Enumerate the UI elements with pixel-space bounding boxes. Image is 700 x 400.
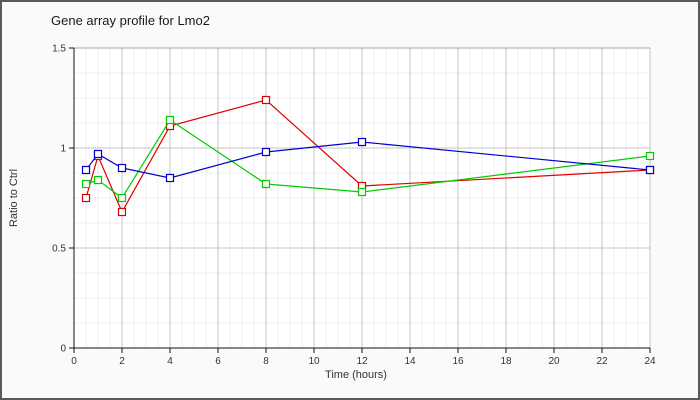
axis-ticks [69,47,651,353]
x-tick-label: 4 [167,356,173,367]
x-tick-label: 22 [596,356,608,367]
series-red-marker [81,193,91,203]
series-green-marker [93,175,103,185]
series-blue [81,137,655,183]
data-series [81,95,655,217]
series-green-marker [117,193,127,203]
x-tick-label: 0 [71,356,77,367]
y-tick-label: 0.5 [52,244,66,255]
series-green-marker [81,179,91,189]
y-tick-label: 1 [60,144,66,155]
x-tick-label: 2 [119,356,125,367]
series-blue-marker [261,147,271,157]
x-tick-label: 10 [308,356,320,367]
series-blue-marker [93,149,103,159]
x-axis-label: Time (hours) [325,369,387,381]
x-tick-label: 16 [452,356,464,367]
series-green-marker [261,179,271,189]
y-tick-label: 1.5 [52,44,66,55]
y-tick-label: 0 [60,344,66,355]
gridlines-major [74,47,651,348]
series-blue-marker [117,163,127,173]
series-blue-marker [165,173,175,183]
x-tick-label: 18 [500,356,512,367]
x-tick-label: 8 [263,356,269,367]
x-tick-label: 24 [644,356,656,367]
series-red-marker [261,95,271,105]
series-green [81,115,655,203]
series-blue-marker [645,165,655,175]
series-blue-marker [81,165,91,175]
chart-title: Gene array profile for Lmo2 [51,13,210,28]
series-green-marker [357,187,367,197]
x-tick-label: 6 [215,356,221,367]
x-tick-label: 20 [548,356,560,367]
y-axis-label: Ratio to Ctrl [8,169,20,227]
series-blue-marker [357,137,367,147]
series-green-marker [165,115,175,125]
series-green-marker [645,151,655,161]
series-red-marker [117,207,127,217]
x-tick-label: 14 [404,356,416,367]
x-tick-label: 12 [356,356,368,367]
